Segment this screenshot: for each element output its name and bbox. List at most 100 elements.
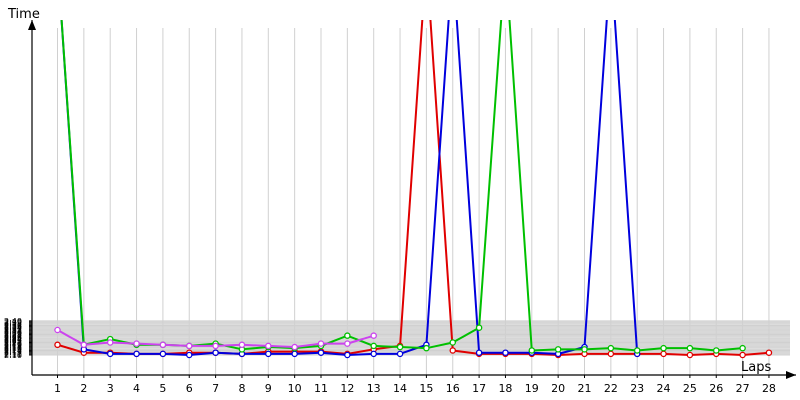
data-point bbox=[423, 344, 430, 352]
data-point bbox=[633, 347, 641, 354]
x-tick-label: 4 bbox=[133, 382, 140, 395]
y-tick-label: 2:30 bbox=[4, 328, 22, 337]
data-point bbox=[344, 351, 351, 359]
x-tick-label: 20 bbox=[551, 382, 565, 395]
x-tick-label: 8 bbox=[238, 382, 245, 395]
x-tick-labels: 1 2 3 4 5 6 7 8 9 10 11 12 13 14 15 16 17 18 19 20 21 22 23 24 2… bbox=[54, 382, 776, 395]
axes bbox=[28, 20, 796, 379]
data-point bbox=[238, 341, 246, 349]
x-axis-arrow bbox=[786, 371, 796, 379]
data-point bbox=[528, 347, 536, 354]
data-point bbox=[159, 341, 167, 349]
y-tick-label: 2:34 bbox=[4, 324, 22, 333]
y-tick-label: 2:23 bbox=[4, 336, 22, 345]
y-tick-label: 2:35 bbox=[4, 323, 22, 332]
series-group bbox=[54, 20, 773, 359]
data-point bbox=[449, 347, 456, 354]
y-tick-label: 2:15 bbox=[4, 345, 22, 354]
x-tick-label: 11 bbox=[314, 382, 328, 395]
y-tick-label: 2:40 bbox=[4, 317, 22, 326]
x-tick-label: 5 bbox=[159, 382, 166, 395]
data-point bbox=[106, 339, 114, 346]
y-tick-label: 2:33 bbox=[4, 325, 22, 334]
x-tick-label: 9 bbox=[265, 382, 272, 395]
grid bbox=[32, 28, 790, 375]
y-tick-label: 2:19 bbox=[4, 341, 22, 350]
data-point bbox=[607, 350, 615, 358]
data-point bbox=[660, 344, 667, 352]
x-tick-label: 3 bbox=[107, 382, 114, 395]
data-point bbox=[475, 324, 483, 331]
series-2 bbox=[60, 20, 641, 359]
data-point bbox=[291, 350, 298, 358]
series-4 bbox=[54, 326, 377, 351]
x-axis-title: Laps bbox=[741, 360, 771, 375]
data-point bbox=[739, 351, 746, 359]
y-tick-label: 2:22 bbox=[4, 337, 22, 346]
y-axis-arrow bbox=[28, 20, 36, 30]
data-point bbox=[133, 340, 140, 347]
data-point bbox=[317, 340, 325, 347]
x-tick-label: 13 bbox=[367, 382, 381, 395]
data-point bbox=[660, 350, 667, 358]
data-point bbox=[370, 332, 377, 339]
data-point bbox=[212, 349, 219, 356]
data-point bbox=[317, 349, 325, 356]
data-point bbox=[475, 349, 483, 356]
y-tick-label: 2:27 bbox=[4, 332, 22, 341]
y-tick-label: 2:31 bbox=[4, 327, 22, 336]
x-tick-label: 14 bbox=[393, 382, 407, 395]
x-tick-label: 2 bbox=[80, 382, 87, 395]
y-tick-label: 2:38 bbox=[4, 319, 22, 328]
x-tick-label: 7 bbox=[212, 382, 219, 395]
x-tick-label: 27 bbox=[736, 382, 750, 395]
data-point bbox=[185, 351, 193, 359]
y-tick-label: 2:16 bbox=[4, 344, 22, 353]
x-tick-label: 23 bbox=[630, 382, 644, 395]
data-point bbox=[106, 350, 114, 358]
data-point bbox=[396, 350, 404, 358]
y-tick-label: 2:37 bbox=[4, 320, 22, 329]
data-point bbox=[265, 342, 272, 350]
data-point bbox=[554, 346, 562, 353]
x-tick-label: 16 bbox=[446, 382, 460, 395]
y-tick-label: 2:28 bbox=[4, 331, 22, 340]
x-tick-label: 25 bbox=[683, 382, 697, 395]
y-tick-label: 2:13 bbox=[4, 348, 22, 357]
data-point bbox=[54, 326, 61, 334]
y-axis-title: Time bbox=[7, 7, 40, 22]
data-point bbox=[54, 341, 61, 349]
data-point bbox=[713, 347, 720, 354]
data-point bbox=[502, 349, 509, 356]
y-tick-label: 2:10 bbox=[4, 351, 22, 360]
data-point bbox=[291, 343, 298, 351]
y-tick-label: 2:12 bbox=[4, 349, 22, 358]
data-point bbox=[370, 350, 377, 358]
y-tick-label: 2:21 bbox=[4, 338, 22, 347]
y-tick-label: 2:29 bbox=[4, 329, 22, 338]
y-tick-label: 2:11 bbox=[4, 350, 22, 359]
x-tick-label: 26 bbox=[709, 382, 723, 395]
data-point bbox=[449, 339, 456, 346]
data-point bbox=[133, 350, 140, 358]
data-point bbox=[344, 340, 351, 347]
x-tick-label: 18 bbox=[498, 382, 512, 395]
x-tick-label: 22 bbox=[604, 382, 618, 395]
data-point bbox=[765, 349, 773, 356]
x-tick-label: 6 bbox=[186, 382, 193, 395]
x-tick-label: 12 bbox=[340, 382, 354, 395]
y-tick-label: 2:25 bbox=[4, 334, 22, 343]
y-tick-label: 2:18 bbox=[4, 342, 22, 351]
data-point bbox=[344, 332, 351, 339]
data-point bbox=[159, 350, 167, 358]
y-tick-label: 2:17 bbox=[4, 343, 22, 352]
data-point bbox=[686, 351, 694, 359]
y-tick-label: 2:26 bbox=[4, 333, 22, 342]
data-point bbox=[265, 350, 272, 358]
y-tick-label: 2:14 bbox=[4, 346, 22, 355]
data-point bbox=[185, 342, 193, 350]
x-tick-label: 24 bbox=[657, 382, 671, 395]
data-point bbox=[212, 342, 219, 350]
series-1 bbox=[54, 20, 773, 359]
